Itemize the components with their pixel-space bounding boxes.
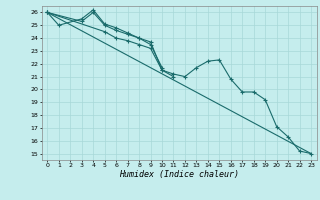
X-axis label: Humidex (Indice chaleur): Humidex (Indice chaleur): [119, 170, 239, 179]
